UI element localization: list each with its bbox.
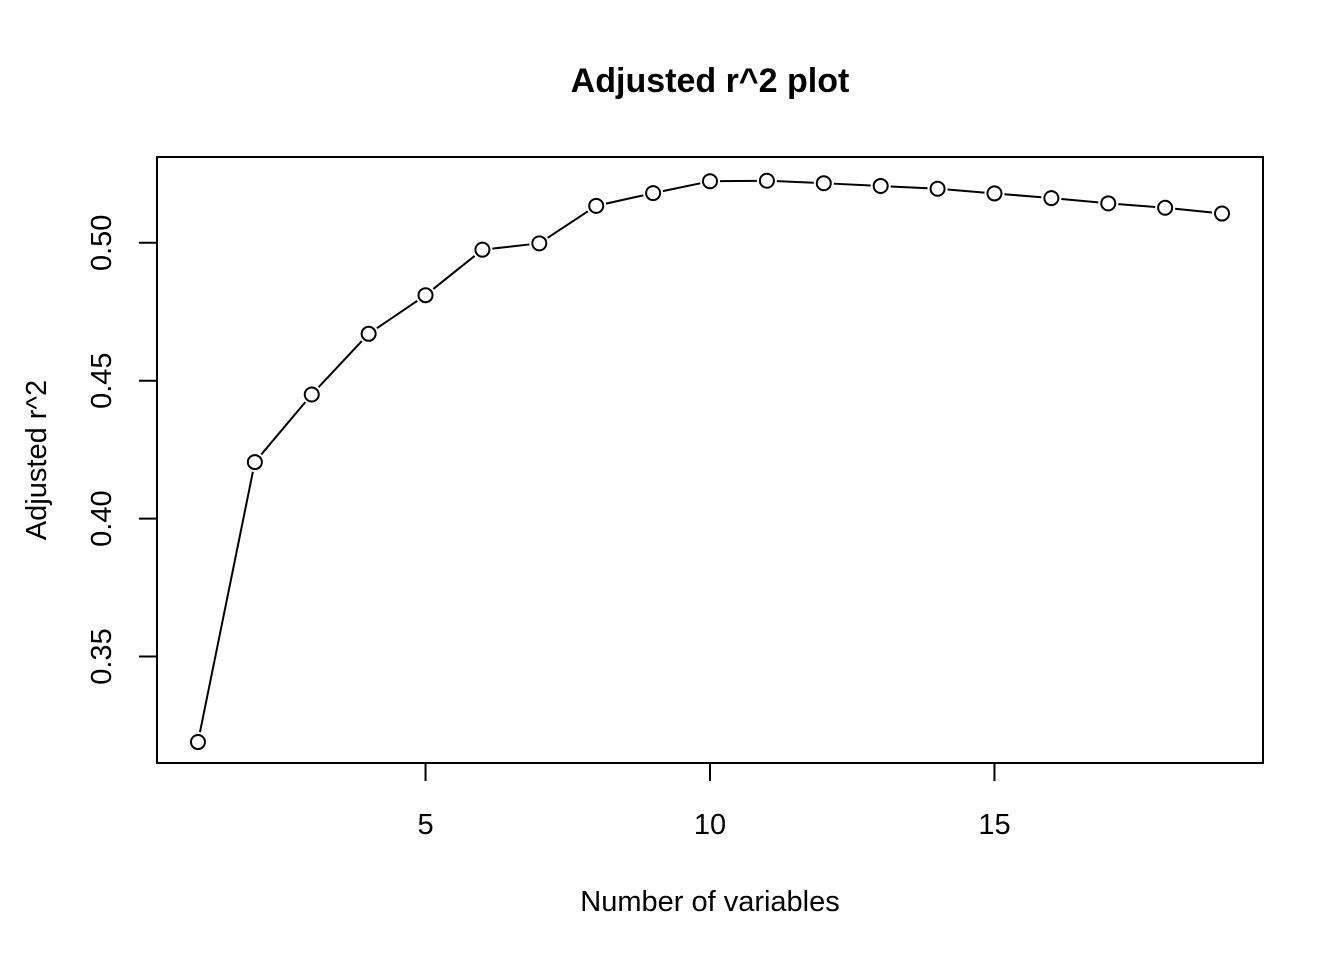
series-points <box>189 172 1231 751</box>
data-point <box>645 185 662 202</box>
data-point <box>758 172 775 189</box>
data-point <box>872 177 889 194</box>
y-axis: 0.35 0.40 0.45 0.50 <box>86 215 157 685</box>
data-point <box>303 386 320 403</box>
y-tick-label: 0.50 <box>86 215 118 271</box>
line-segment <box>432 255 476 290</box>
x-tick-label: 10 <box>694 809 726 841</box>
series-line <box>198 179 1213 733</box>
y-tick-label: 0.35 <box>86 628 118 684</box>
line-segment <box>662 182 701 193</box>
line-segment <box>492 243 530 250</box>
data-point <box>815 175 832 192</box>
line-segment <box>1118 203 1156 208</box>
data-point <box>986 185 1003 202</box>
data-point <box>1043 190 1060 207</box>
line-segment <box>260 401 307 456</box>
x-tick-label: 15 <box>978 809 1010 841</box>
y-tick-label: 0.40 <box>86 490 118 546</box>
chart-title: Adjusted r^2 plot <box>571 62 850 100</box>
line-segment <box>317 340 363 388</box>
data-point <box>360 325 377 342</box>
x-tick-label: 5 <box>417 809 433 841</box>
line-segment <box>833 182 871 187</box>
data-point <box>1157 199 1174 216</box>
line-segment <box>376 299 418 330</box>
plot-frame <box>156 156 1264 764</box>
line-segment <box>1174 207 1213 214</box>
y-axis-label: Adjusted r^2 <box>21 380 53 540</box>
line-segment <box>547 210 589 239</box>
x-axis-label: Number of variables <box>580 886 840 918</box>
data-point <box>1100 195 1117 212</box>
line-segment <box>1061 198 1099 204</box>
line-segment <box>605 194 644 205</box>
x-axis: 5 10 15 <box>417 763 1011 841</box>
line-segment <box>947 188 985 194</box>
data-point <box>588 197 605 214</box>
data-point <box>417 287 434 304</box>
data-point <box>474 241 491 258</box>
data-point <box>531 235 548 252</box>
line-segment <box>776 180 814 184</box>
data-point <box>702 173 718 190</box>
line-segment <box>890 185 928 190</box>
data-point <box>246 454 263 471</box>
data-point <box>1214 205 1231 222</box>
data-point <box>189 734 206 751</box>
data-point <box>929 180 946 197</box>
line-segment <box>198 471 254 733</box>
line-segment <box>1004 193 1042 199</box>
y-tick-label: 0.45 <box>86 352 118 408</box>
